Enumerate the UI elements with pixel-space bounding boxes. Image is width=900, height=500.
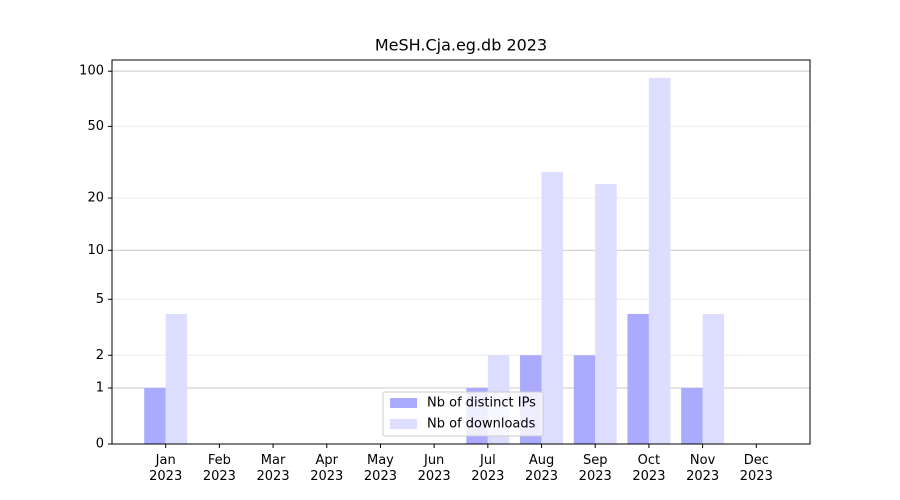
x-tick-label: Aug 2023	[524, 453, 559, 484]
y-tick-label: 1	[96, 381, 104, 396]
x-tick-label: Oct 2023	[632, 453, 666, 484]
bar	[573, 355, 596, 444]
y-tick-label: 2	[96, 348, 104, 363]
bar	[595, 183, 617, 444]
x-tick-label: Mar 2023	[256, 453, 290, 484]
y-tick-label: 100	[79, 64, 104, 79]
x-tick-label: Jun 2023	[417, 453, 451, 484]
legend-box	[382, 391, 544, 437]
x-tick-label: Sep 2023	[578, 453, 612, 484]
x-tick-label: May 2023	[363, 453, 397, 484]
y-tick-label: 5	[96, 292, 104, 307]
y-tick-label: 20	[87, 191, 104, 206]
chart-title: MeSH.Cja.eg.db 2023	[375, 36, 547, 55]
y-tick-label: 50	[87, 119, 104, 134]
legend: Nb of distinct IPs Nb of downloads	[382, 391, 544, 437]
bar	[165, 313, 188, 444]
legend-swatch	[390, 398, 417, 408]
x-tick-label: Apr 2023	[310, 453, 344, 484]
x-tick-label: Dec 2023	[739, 453, 773, 484]
x-tick-label: Nov 2023	[686, 453, 720, 484]
bar	[627, 313, 649, 444]
bar	[541, 171, 564, 444]
axes-frame	[111, 59, 811, 445]
x-tick-label: Jan 2023	[149, 453, 183, 484]
y-tick-label: 10	[87, 243, 104, 258]
x-tick-label: Jul 2023	[471, 453, 505, 484]
legend-label: Nb of downloads	[427, 417, 536, 432]
bar	[144, 388, 166, 444]
bar	[681, 388, 703, 444]
x-tick-label: Feb 2023	[202, 453, 236, 484]
legend-label: Nb of distinct IPs	[427, 396, 536, 411]
bar	[702, 313, 725, 444]
legend-swatch	[390, 419, 417, 429]
y-tick-label: 0	[96, 437, 104, 452]
bar	[648, 77, 671, 444]
